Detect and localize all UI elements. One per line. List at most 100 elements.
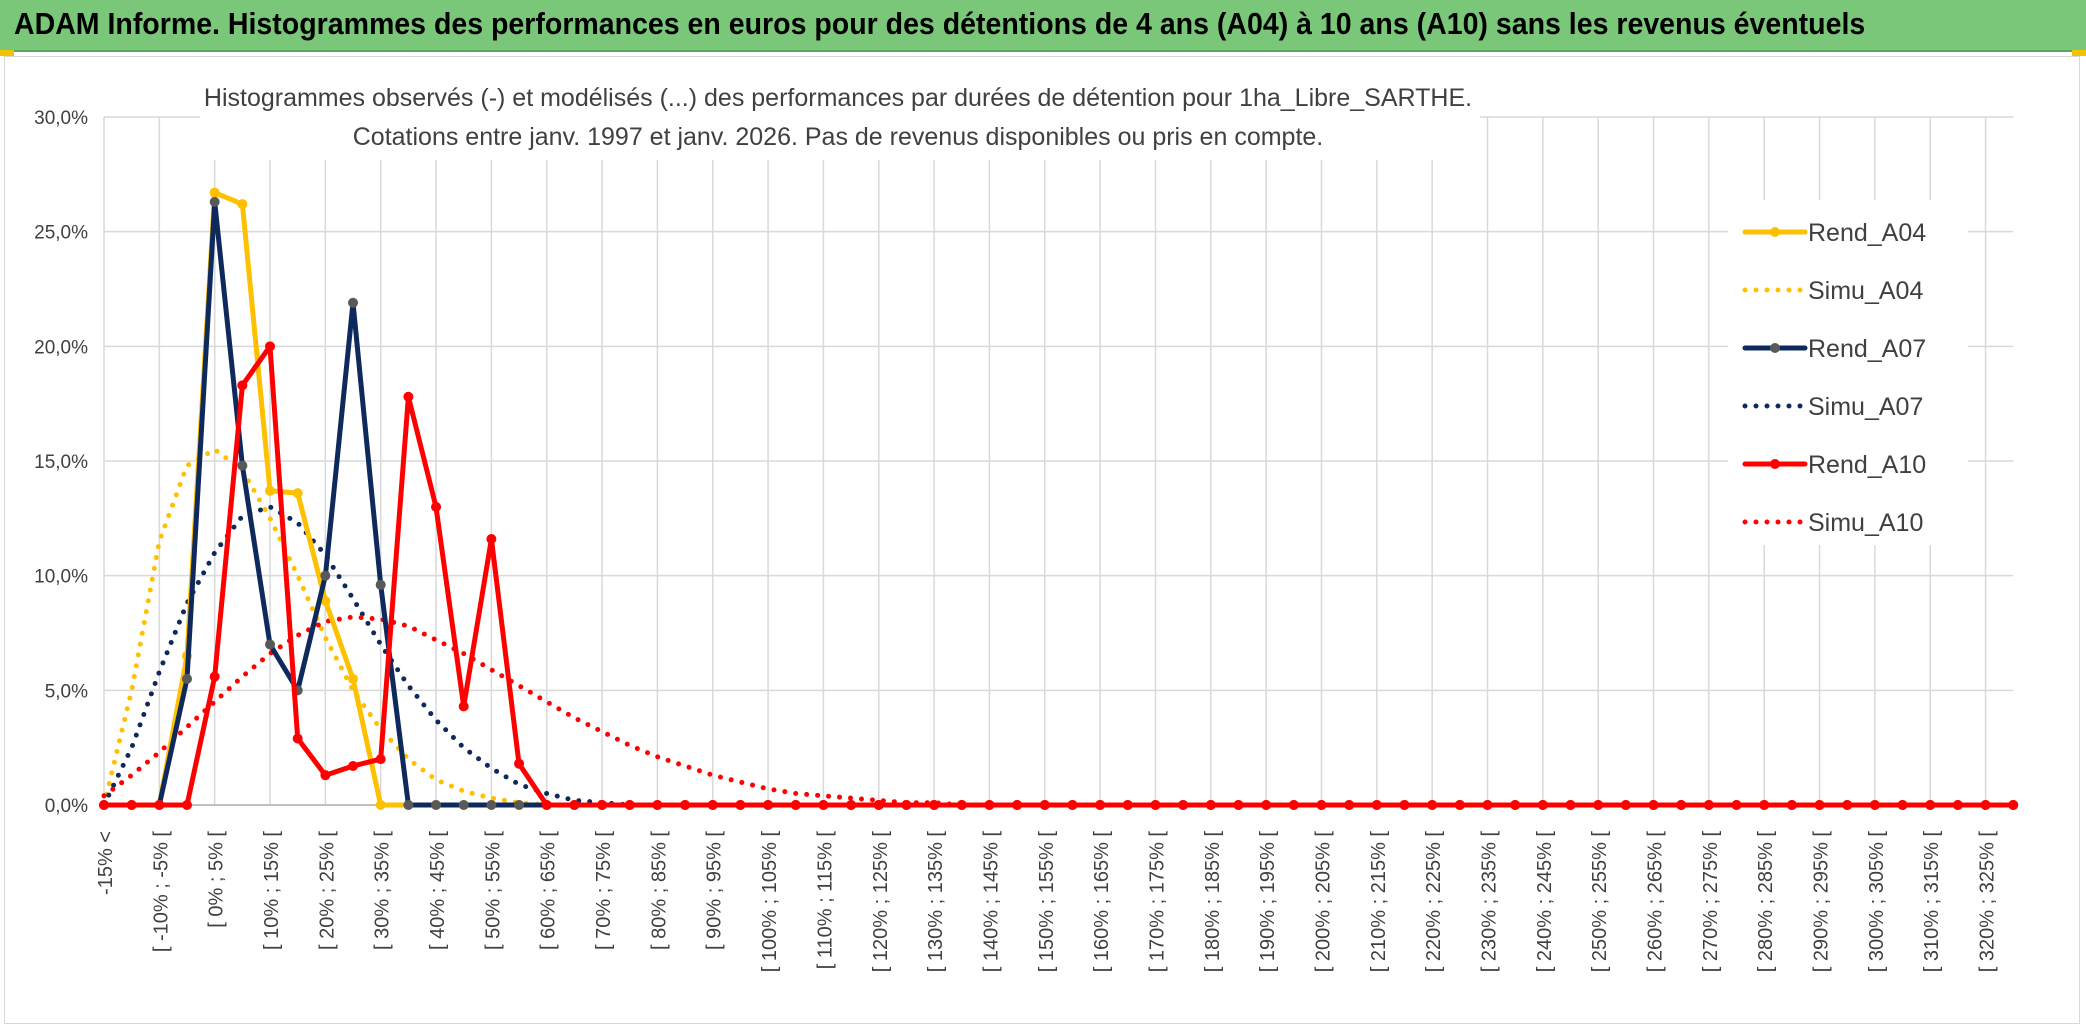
data-point — [1759, 800, 1770, 810]
data-point — [486, 800, 497, 810]
data-point — [707, 800, 718, 810]
x-tick-label: [ 140% ; 145% [ — [980, 831, 1002, 973]
data-point — [901, 800, 912, 810]
x-tick-label: [ 170% ; 175% [ — [1146, 831, 1168, 973]
chart-subtitle: Cotations entre janv. 1997 et janv. 2026… — [353, 123, 1324, 151]
x-tick-label: [ 180% ; 185% [ — [1202, 831, 1224, 973]
y-tick-label: 20,0% — [34, 337, 88, 358]
data-point — [1703, 800, 1714, 810]
data-point — [403, 391, 414, 402]
data-point — [1371, 800, 1382, 810]
legend-marker — [1770, 343, 1780, 353]
data-point — [1344, 800, 1355, 810]
corner-mark-right — [2072, 50, 2086, 56]
data-point — [1869, 800, 1880, 810]
legend-label: Rend_A10 — [1808, 451, 1926, 479]
x-tick-label: -15% < — [95, 831, 117, 895]
chart-title: Histogrammes observés (-) et modélisés (… — [204, 84, 1472, 112]
y-tick-label: 30,0% — [34, 108, 88, 129]
data-point — [265, 639, 276, 650]
x-tick-label: [ 100% ; 105% [ — [759, 831, 781, 973]
y-tick-label: 15,0% — [34, 452, 88, 473]
data-point — [1897, 800, 1908, 810]
y-axis-ticks: 0,0% 5,0% 10,0% 15,0% 20,0% 25,0% 30,0% — [34, 108, 88, 817]
x-tick-label: [ 270% ; 275% [ — [1700, 831, 1722, 973]
legend-label: Simu_A07 — [1808, 393, 1923, 421]
data-point — [1648, 800, 1659, 810]
y-tick-label: 5,0% — [45, 681, 88, 702]
legend-label: Simu_A04 — [1808, 277, 1923, 305]
banner-title: ADAM Informe. Histogrammes des performan… — [14, 6, 1866, 41]
x-tick-label: [ 90% ; 95% [ — [704, 831, 726, 950]
data-point — [320, 770, 331, 781]
data-point — [209, 187, 220, 198]
x-tick-label: [ 280% ; 285% [ — [1755, 831, 1777, 973]
legend-box — [1728, 200, 1968, 545]
data-point — [929, 800, 940, 810]
data-point — [1786, 800, 1797, 810]
data-point — [597, 800, 608, 810]
data-point — [154, 800, 165, 810]
data-point — [1620, 800, 1631, 810]
x-tick-label: [ 0% ; 5% [ — [206, 831, 228, 928]
corner-mark-left — [0, 50, 14, 56]
legend-label: Simu_A10 — [1808, 509, 1923, 537]
x-tick-label: [ 40% ; 45% [ — [427, 831, 449, 950]
series-line-rend-a10 — [101, 343, 2016, 808]
x-tick-label: [ 240% ; 245% [ — [1534, 831, 1556, 973]
data-point — [375, 800, 386, 810]
data-point — [1178, 800, 1189, 810]
data-point — [1842, 800, 1853, 810]
data-point — [569, 800, 580, 810]
x-tick-label: [ 210% ; 215% [ — [1368, 831, 1390, 973]
data-point — [375, 754, 386, 765]
data-point — [984, 800, 995, 810]
legend-label: Rend_A04 — [1808, 219, 1926, 247]
y-tick-label: 0,0% — [45, 796, 88, 817]
data-point — [1537, 800, 1548, 810]
data-point — [348, 673, 359, 684]
data-point — [1039, 800, 1050, 810]
legend-marker — [1770, 459, 1780, 469]
x-tick-label: [ 290% ; 295% [ — [1811, 831, 1833, 973]
x-tick-label: [ 300% ; 305% [ — [1866, 831, 1888, 973]
data-point — [265, 341, 276, 352]
data-point — [431, 800, 442, 810]
data-point — [1676, 800, 1687, 810]
x-tick-label: [ 200% ; 205% [ — [1312, 831, 1334, 973]
data-point — [1233, 800, 1244, 810]
header-banner: ADAM Informe. Histogrammes des performan… — [0, 0, 2086, 52]
x-tick-label: [ 220% ; 225% [ — [1423, 831, 1445, 973]
data-point — [348, 761, 359, 772]
x-tick-label: [ -10% ; -5% [ — [150, 831, 172, 953]
x-tick-label: [ 150% ; 155% [ — [1036, 831, 1058, 973]
data-point — [486, 533, 497, 544]
data-point — [873, 800, 884, 810]
grid-lines — [103, 116, 2014, 806]
data-point — [320, 595, 331, 606]
data-point — [1122, 800, 1133, 810]
data-point — [320, 570, 331, 581]
data-point — [1095, 800, 1106, 810]
x-tick-label: [ 250% ; 255% [ — [1589, 831, 1611, 973]
x-tick-label: [ 10% ; 15% [ — [261, 831, 283, 950]
data-point — [541, 800, 552, 810]
x-tick-label: [ 50% ; 55% [ — [482, 831, 504, 950]
series-line-rend-a07 — [101, 199, 2016, 808]
data-point — [237, 199, 248, 210]
x-tick-label: [ 230% ; 235% [ — [1479, 831, 1501, 973]
data-point — [292, 488, 303, 499]
data-point — [1427, 800, 1438, 810]
data-point — [652, 800, 663, 810]
data-point — [348, 297, 359, 308]
data-point — [735, 800, 746, 810]
data-point — [182, 673, 193, 684]
x-tick-label: [ 320% ; 325% [ — [1977, 831, 1999, 973]
data-point — [1012, 800, 1023, 810]
data-point — [1925, 800, 1936, 810]
data-point — [403, 800, 414, 810]
x-tick-label: [ 110% ; 115% [ — [814, 831, 836, 970]
x-tick-label: [ 70% ; 75% [ — [593, 831, 615, 950]
x-tick-label: [ 20% ; 25% [ — [316, 831, 338, 950]
